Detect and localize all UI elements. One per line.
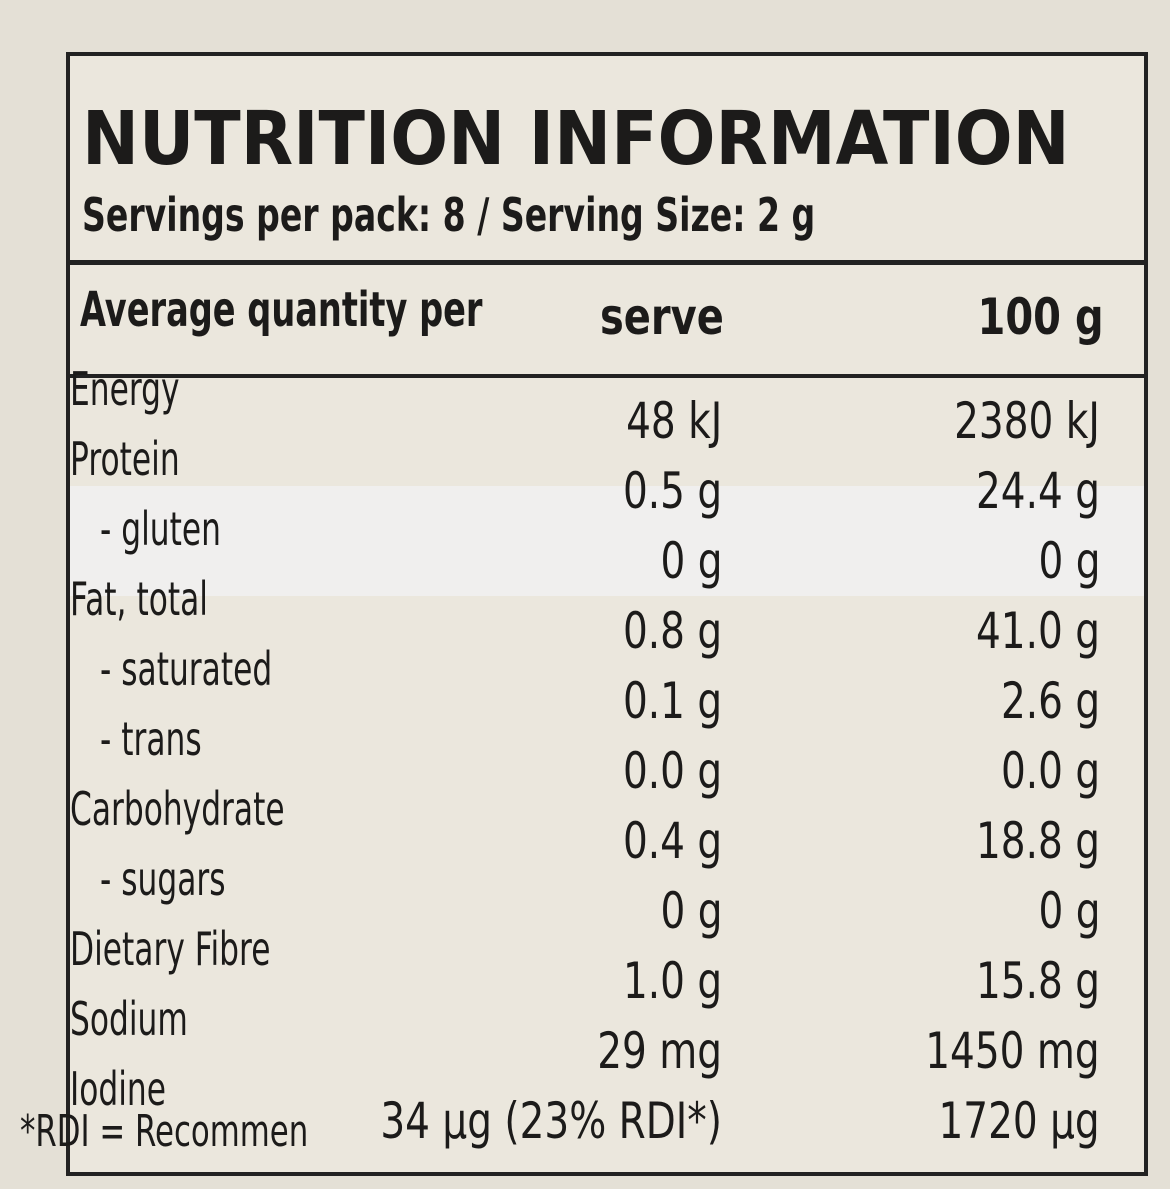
row-label: Iodine <box>70 1062 166 1116</box>
serve-value: 0.0 g <box>622 742 722 800</box>
serve-value: 0 g <box>660 532 722 590</box>
row-label: Dietary Fibre <box>70 922 271 976</box>
serve-value: 29 mg <box>597 1022 722 1080</box>
highlight-band <box>70 486 1144 596</box>
per-100g-value: 1720 µg <box>938 1092 1100 1150</box>
serve-value: 0.5 g <box>622 462 722 520</box>
rule <box>70 260 1144 265</box>
row-label: Protein <box>70 432 180 486</box>
serve-value: 0.1 g <box>622 672 722 730</box>
row-label: - gluten <box>100 502 221 556</box>
per-100g-value: 18.8 g <box>976 812 1100 870</box>
serve-value: 1.0 g <box>622 952 722 1010</box>
per-100g-value: 0 g <box>1038 882 1100 940</box>
rule <box>70 374 1144 378</box>
servings: Servings per pack: 8 / Serving Size: 2 g <box>82 188 816 242</box>
per-100g-value: 0 g <box>1038 532 1100 590</box>
row-label: - sugars <box>100 852 226 906</box>
per-100g-value: 0.0 g <box>1000 742 1100 800</box>
nutrition-panel: NUTRITION INFORMATION Servings per pack:… <box>20 52 1148 1176</box>
serve-value: 0.8 g <box>622 602 722 660</box>
title: NUTRITION INFORMATION <box>82 96 1070 182</box>
column-header: Average quantity per <box>80 282 483 338</box>
serve-value: 34 µg (23% RDI*) <box>380 1092 722 1150</box>
row-label: - trans <box>100 712 202 766</box>
row-label: Sodium <box>70 992 188 1046</box>
per-100g-value: 1450 mg <box>925 1022 1100 1080</box>
per-100g-value: 41.0 g <box>976 602 1100 660</box>
row-label: Carbohydrate <box>70 782 285 836</box>
row-label: Fat, total <box>70 572 208 626</box>
row-label: - saturated <box>100 642 273 696</box>
serve-value: 0 g <box>660 882 722 940</box>
serve-value: 0.4 g <box>622 812 722 870</box>
row-label: Energy <box>70 362 180 416</box>
per-100g-value: 24.4 g <box>976 462 1100 520</box>
column-header: 100 g <box>977 288 1104 346</box>
column-header: serve <box>600 288 724 346</box>
serve-value: 48 kJ <box>625 392 722 450</box>
per-100g-value: 2.6 g <box>1000 672 1100 730</box>
per-100g-value: 15.8 g <box>976 952 1100 1010</box>
footnote: *RDI = Recommen <box>20 1106 309 1157</box>
per-100g-value: 2380 kJ <box>954 392 1100 450</box>
